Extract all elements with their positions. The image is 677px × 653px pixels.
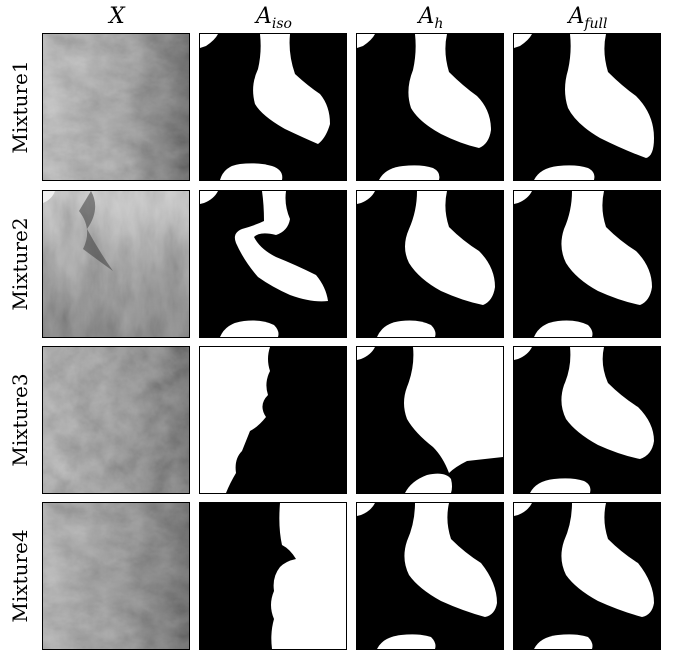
panel-a-h-mixture3 bbox=[356, 346, 504, 494]
row-label-mixture2-text: Mixture2 bbox=[8, 217, 32, 311]
panel-x-mixture2 bbox=[42, 190, 190, 338]
column-header-a-iso-sub: iso bbox=[271, 16, 292, 32]
panel-x-mixture4 bbox=[42, 502, 190, 650]
column-header-a-h-sub: h bbox=[434, 16, 444, 32]
column-header-a-full-main: A bbox=[568, 4, 585, 29]
row-label-mixture3-text: Mixture3 bbox=[8, 373, 32, 467]
panel-a-h-mixture4 bbox=[356, 502, 504, 650]
row-label-mixture1-text: Mixture1 bbox=[8, 60, 32, 154]
panel-a-full-mixture3 bbox=[513, 346, 661, 494]
row-label-mixture4-text: Mixture4 bbox=[8, 529, 32, 623]
panel-x-mixture3 bbox=[42, 346, 190, 494]
panel-x-mixture1 bbox=[42, 33, 190, 181]
row-label-mixture4: Mixture4 bbox=[0, 502, 40, 650]
column-header-x: X bbox=[42, 4, 192, 30]
panel-a-iso-mixture2 bbox=[199, 190, 347, 338]
row-label-mixture2: Mixture2 bbox=[0, 190, 40, 338]
column-header-a-full-sub: full bbox=[584, 16, 608, 32]
column-header-a-full: Afull bbox=[513, 4, 663, 32]
row-label-mixture1: Mixture1 bbox=[0, 33, 40, 181]
row-label-mixture3: Mixture3 bbox=[0, 346, 40, 494]
panel-a-iso-mixture3 bbox=[199, 346, 347, 494]
column-header-a-h: Ah bbox=[356, 4, 506, 32]
column-header-a-iso: Aiso bbox=[199, 4, 349, 32]
panel-a-full-mixture1 bbox=[513, 33, 661, 181]
panel-a-full-mixture2 bbox=[513, 190, 661, 338]
panel-a-iso-mixture1 bbox=[199, 33, 347, 181]
panel-a-h-mixture1 bbox=[356, 33, 504, 181]
panel-a-full-mixture4 bbox=[513, 502, 661, 650]
panel-a-iso-mixture4 bbox=[199, 502, 347, 650]
panel-a-h-mixture2 bbox=[356, 190, 504, 338]
column-header-x-main: X bbox=[109, 4, 125, 29]
column-header-a-h-main: A bbox=[418, 4, 435, 29]
column-header-a-iso-main: A bbox=[256, 4, 272, 29]
